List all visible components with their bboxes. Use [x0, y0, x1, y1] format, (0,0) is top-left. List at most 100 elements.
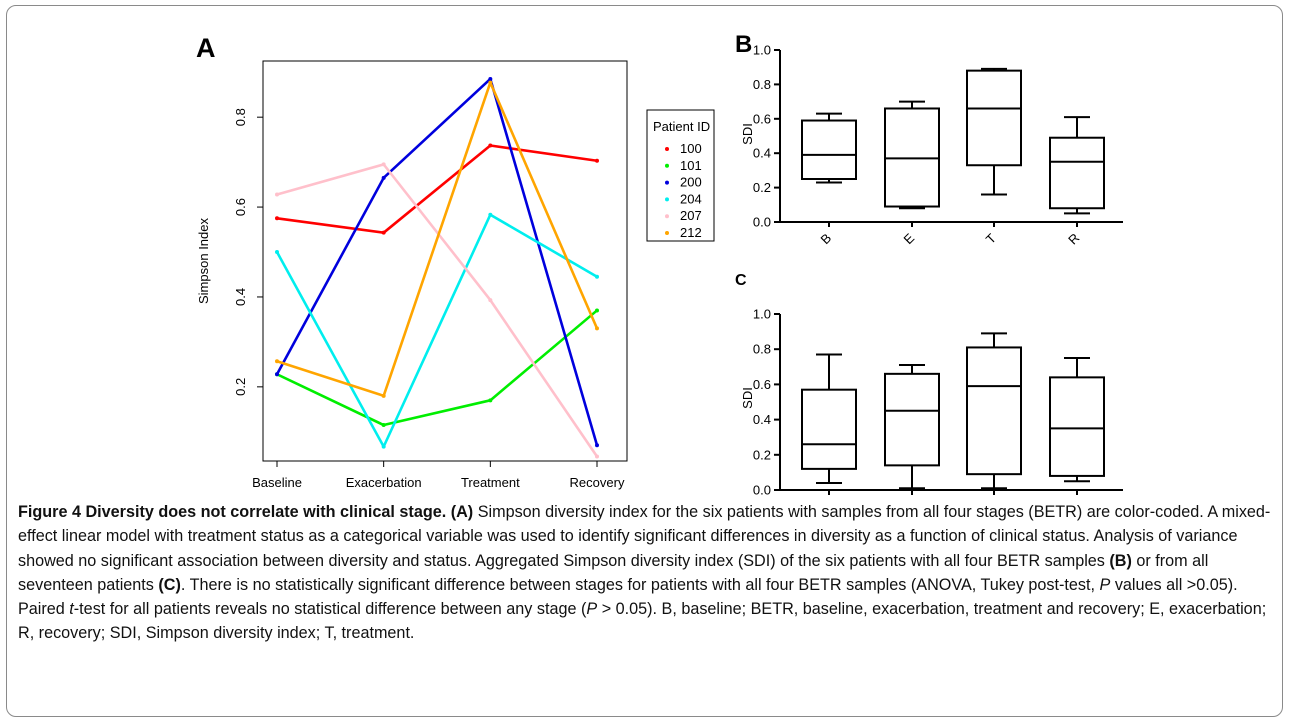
- data-point-204: [488, 212, 493, 217]
- x-tick-label-b: T: [983, 231, 999, 247]
- caption-p-symbol-2: P: [586, 600, 598, 619]
- panel-label-a: A: [196, 33, 216, 63]
- data-point-200: [275, 372, 279, 377]
- x-tick-label-b: R: [1065, 230, 1082, 247]
- boxes-b: [801, 67, 1105, 215]
- y-tick-label-b: 1.0: [753, 43, 771, 58]
- x-tick-label-a: Recovery: [570, 475, 625, 490]
- y-axis-label-a: Simpson Index: [196, 218, 211, 304]
- data-point-212: [595, 326, 599, 331]
- x-axis-a: Baseline Exacerbation Treatment Recovery: [252, 461, 625, 490]
- boxes-c: [801, 332, 1105, 490]
- series-line-200: [275, 77, 599, 446]
- caption-text-f: > 0.05). B, baseline; BETR, baseline, ex…: [18, 600, 1267, 643]
- y-tick-label-b: 0.8: [753, 77, 771, 92]
- y-tick-label-b: 0.6: [753, 111, 771, 126]
- data-point-101: [488, 398, 493, 403]
- y-axis-label-b: SDI: [740, 123, 755, 145]
- y-tick-label-c: 0.6: [753, 377, 771, 392]
- legend-label-212: 212: [680, 225, 702, 240]
- data-point-212: [488, 80, 493, 85]
- x-tick-label-a: Treatment: [461, 475, 520, 490]
- data-point-200: [488, 76, 493, 81]
- data-point-204: [381, 444, 386, 449]
- y-axis-a: 0.2 0.4 0.6 0.8: [233, 108, 263, 396]
- data-point-207: [488, 298, 493, 303]
- panel-label-c: C: [735, 272, 747, 289]
- y-tick-label-a: 0.8: [233, 108, 248, 126]
- box-c: [884, 372, 940, 467]
- series-lines-a: [275, 76, 599, 459]
- plot-frame-a: [262, 60, 628, 462]
- legend-marker-101: [665, 163, 669, 168]
- data-point-212: [275, 359, 279, 364]
- data-point-207: [381, 162, 386, 167]
- y-tick-label-a: 0.4: [233, 288, 248, 306]
- caption-text-e: -test for all patients reveals no statis…: [73, 600, 587, 619]
- figure-graphic: A B C 0.2 0.4 0.6 0.8 Baseline Exacerbation T…: [196, 31, 1123, 500]
- legend-marker-207: [665, 214, 669, 219]
- legend-label-101: 101: [680, 158, 702, 173]
- data-point-100: [381, 230, 386, 235]
- y-tick-label-c: 0.0: [753, 483, 771, 498]
- legend-marker-212: [665, 231, 669, 235]
- caption-p-symbol: P: [1099, 575, 1111, 594]
- data-point-204: [595, 274, 599, 279]
- y-tick-label-c: 0.4: [753, 412, 771, 427]
- figure-title: Diversity does not correlate with clinic…: [85, 503, 447, 521]
- figure-caption: Figure 4 Diversity does not correlate wi…: [18, 500, 1273, 646]
- caption-ref-b: (B): [1109, 551, 1132, 570]
- x-tick-label-b: E: [900, 230, 917, 247]
- caption-ref-c: (C): [158, 575, 181, 594]
- y-tick-label-c: 0.8: [753, 342, 771, 357]
- legend-marker-204: [665, 197, 669, 202]
- figure-frame: [6, 5, 1283, 717]
- legend-label-100: 100: [680, 141, 702, 156]
- box-b: [801, 119, 857, 180]
- legend-label-200: 200: [680, 175, 702, 190]
- box-c: [966, 346, 1022, 476]
- caption-text-a: Simpson diversity index for the six pati…: [18, 503, 1271, 570]
- y-tick-label-b: 0.0: [753, 215, 771, 230]
- x-tick-label-b: B: [817, 230, 834, 247]
- data-point-200: [595, 443, 599, 448]
- data-point-204: [275, 250, 279, 255]
- y-tick-label-c: 0.2: [753, 447, 771, 462]
- legend-marker-200: [665, 180, 669, 185]
- y-tick-label-a: 0.6: [233, 198, 248, 216]
- data-point-101: [381, 423, 386, 428]
- box-plot-panel-b: SDI 0.0 0.2 0.4 0.6 0.8 1.0 B E T R: [740, 43, 1123, 247]
- y-tick-label-b: 0.2: [753, 180, 771, 195]
- legend-title: Patient ID: [653, 119, 710, 134]
- y-tick-label-a: 0.2: [233, 378, 248, 396]
- data-point-100: [488, 143, 493, 148]
- panel-label-b: B: [735, 31, 752, 58]
- data-point-100: [275, 216, 279, 221]
- series-line-100: [276, 144, 598, 234]
- legend-label-207: 207: [680, 208, 702, 223]
- line-chart-panel-a: 0.2 0.4 0.6 0.8 Baseline Exacerbation Treatme…: [196, 60, 715, 490]
- box-c: [801, 388, 857, 470]
- box-b: [1049, 136, 1105, 210]
- legend-box: [646, 109, 715, 242]
- x-tick-label-a: Exacerbation: [346, 475, 422, 490]
- caption-text-b: or from all seventeen patients: [18, 551, 1209, 594]
- caption-ref-a: (A): [450, 503, 474, 521]
- data-point-101: [595, 308, 599, 313]
- legend-marker-100: [665, 147, 669, 151]
- box-c: [1049, 376, 1105, 477]
- caption-t-symbol: t: [69, 600, 74, 619]
- data-point-207: [595, 454, 599, 459]
- data-point-100: [595, 158, 599, 163]
- data-point-200: [381, 175, 386, 180]
- legend-label-204: 204: [680, 191, 702, 206]
- y-tick-label-c: 1.0: [753, 307, 771, 322]
- y-tick-label-b: 0.4: [753, 146, 771, 161]
- series-line-212: [276, 81, 599, 398]
- series-line-204: [275, 213, 598, 448]
- caption-text-d: values all >0.05). Paired: [18, 575, 1238, 619]
- data-point-212: [381, 393, 386, 398]
